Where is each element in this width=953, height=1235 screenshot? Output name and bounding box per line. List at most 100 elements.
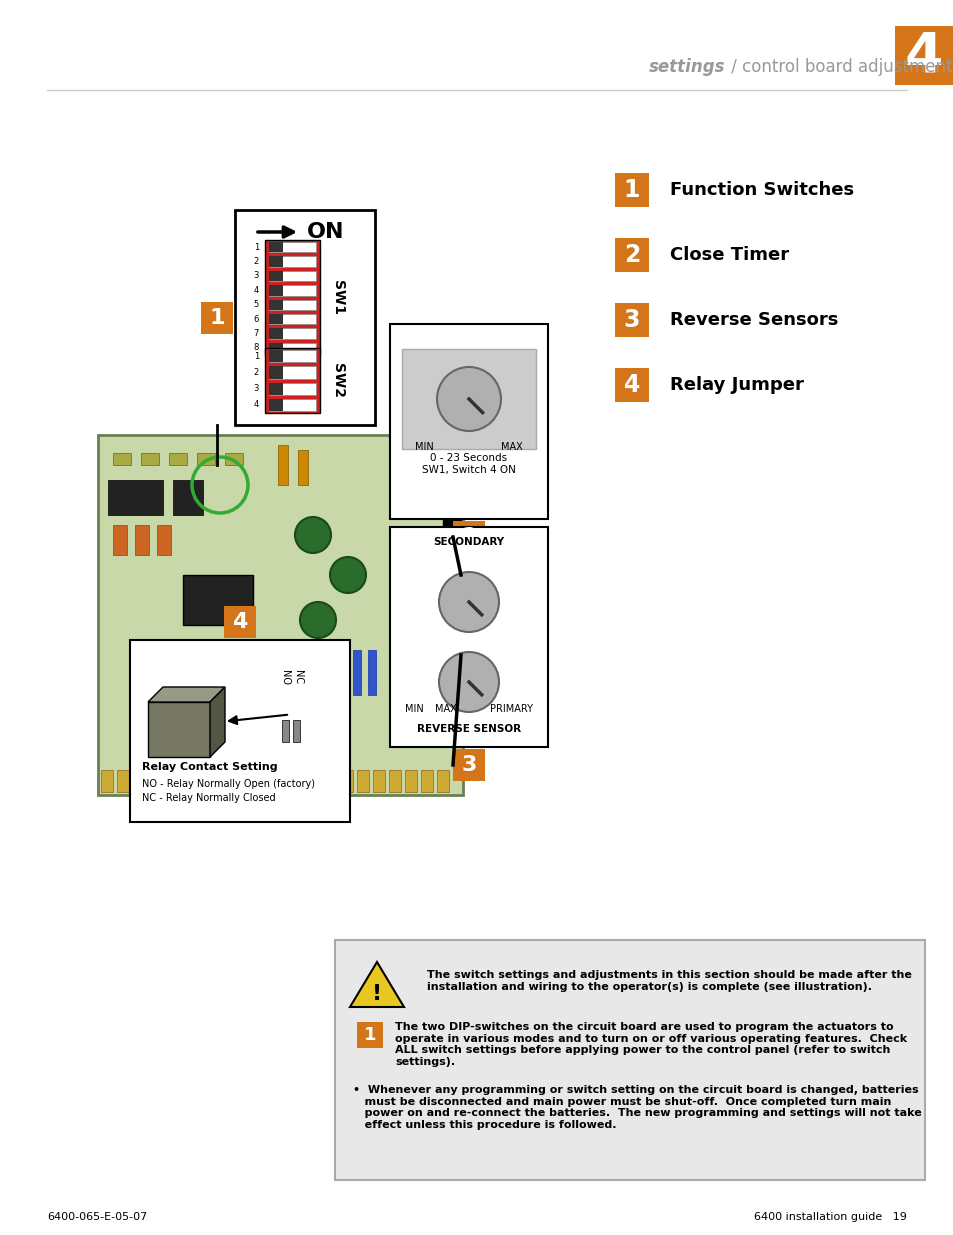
Text: 1: 1 — [253, 352, 258, 361]
Text: Function Switches: Function Switches — [669, 182, 853, 199]
Bar — [269, 270, 283, 282]
Bar — [269, 300, 283, 310]
Bar — [269, 350, 283, 362]
Text: SECONDARY: SECONDARY — [433, 537, 504, 547]
FancyBboxPatch shape — [615, 173, 648, 207]
Circle shape — [299, 601, 335, 638]
Bar — [245, 769, 256, 792]
Text: 5: 5 — [253, 300, 258, 309]
Bar — [269, 314, 315, 325]
Circle shape — [438, 652, 498, 713]
Bar — [181, 769, 193, 792]
Bar — [442, 495, 460, 676]
Bar — [183, 576, 253, 625]
Text: Close Timer: Close Timer — [669, 246, 788, 264]
Text: 3: 3 — [461, 755, 476, 776]
Text: 2: 2 — [253, 257, 258, 266]
FancyBboxPatch shape — [390, 527, 547, 747]
Bar — [269, 314, 283, 325]
Text: 6400 installation guide   19: 6400 installation guide 19 — [753, 1212, 906, 1221]
Bar — [269, 399, 315, 411]
Circle shape — [254, 677, 331, 753]
Text: 2: 2 — [461, 527, 476, 547]
Bar — [269, 342, 283, 353]
Text: 4: 4 — [903, 28, 943, 83]
Text: NC: NC — [293, 669, 303, 684]
Text: 3: 3 — [623, 308, 639, 332]
Text: 4: 4 — [253, 285, 258, 295]
FancyBboxPatch shape — [615, 238, 648, 272]
Bar — [132, 769, 145, 792]
Bar — [293, 769, 305, 792]
FancyBboxPatch shape — [148, 701, 210, 757]
FancyBboxPatch shape — [401, 350, 536, 450]
Text: MAX: MAX — [435, 704, 456, 714]
Text: !: ! — [372, 984, 381, 1004]
Text: The switch settings and adjustments in this section should be made after the
ins: The switch settings and adjustments in t… — [427, 969, 911, 992]
Bar — [373, 769, 385, 792]
Bar — [269, 242, 283, 252]
Text: settings: settings — [648, 58, 724, 77]
Text: 4: 4 — [233, 613, 248, 632]
Bar — [269, 329, 315, 338]
FancyBboxPatch shape — [390, 324, 547, 519]
Text: 3: 3 — [253, 272, 258, 280]
Bar — [108, 480, 163, 515]
Bar — [157, 525, 171, 555]
Text: 6400-065-E-05-07: 6400-065-E-05-07 — [47, 1212, 147, 1221]
Bar — [269, 329, 283, 338]
Text: 8: 8 — [253, 343, 258, 352]
Bar — [269, 350, 315, 362]
Text: 7: 7 — [253, 329, 258, 338]
Bar — [353, 650, 360, 695]
FancyBboxPatch shape — [234, 210, 375, 425]
Bar — [112, 525, 127, 555]
Bar — [135, 525, 149, 555]
Bar — [269, 242, 315, 252]
Bar — [309, 769, 320, 792]
FancyBboxPatch shape — [201, 301, 233, 333]
Text: Relay Jumper: Relay Jumper — [669, 375, 803, 394]
Bar — [165, 769, 177, 792]
Text: 6: 6 — [253, 315, 258, 324]
Bar — [225, 453, 243, 466]
Bar — [269, 399, 283, 411]
Bar — [169, 453, 187, 466]
Polygon shape — [148, 687, 225, 701]
Text: MAX: MAX — [500, 442, 522, 452]
FancyBboxPatch shape — [130, 640, 350, 823]
Text: 4: 4 — [623, 373, 639, 396]
Bar — [269, 285, 283, 295]
Bar — [269, 367, 315, 378]
Bar — [213, 769, 225, 792]
Text: 2: 2 — [253, 368, 258, 377]
Bar — [261, 769, 273, 792]
Text: MIN: MIN — [405, 704, 423, 714]
Bar — [405, 769, 416, 792]
FancyBboxPatch shape — [265, 348, 319, 412]
FancyBboxPatch shape — [335, 940, 924, 1179]
Bar — [325, 769, 336, 792]
Bar — [269, 383, 315, 395]
FancyBboxPatch shape — [224, 606, 255, 638]
FancyBboxPatch shape — [98, 435, 462, 795]
Text: 1: 1 — [363, 1026, 375, 1044]
Circle shape — [436, 367, 500, 431]
Bar — [269, 300, 315, 310]
Bar — [269, 285, 315, 295]
Bar — [340, 769, 353, 792]
Text: 1: 1 — [623, 178, 639, 203]
Text: 1: 1 — [253, 243, 258, 252]
Text: MIN: MIN — [415, 442, 434, 452]
FancyBboxPatch shape — [265, 240, 319, 354]
Text: / control board adjustment: / control board adjustment — [725, 58, 951, 77]
Bar — [112, 453, 131, 466]
Text: The two DIP-switches on the circuit board are used to program the actuators to
o: The two DIP-switches on the circuit boar… — [395, 1023, 906, 1067]
Text: 0 - 23 Seconds
SW1, Switch 4 ON: 0 - 23 Seconds SW1, Switch 4 ON — [421, 453, 516, 474]
Bar — [117, 769, 129, 792]
Bar — [141, 453, 159, 466]
Text: 2: 2 — [623, 243, 639, 267]
Text: Relay Contact Setting: Relay Contact Setting — [142, 762, 277, 772]
Text: •  Whenever any programming or switch setting on the circuit board is changed, b: • Whenever any programming or switch set… — [353, 1086, 921, 1130]
FancyBboxPatch shape — [894, 26, 953, 85]
